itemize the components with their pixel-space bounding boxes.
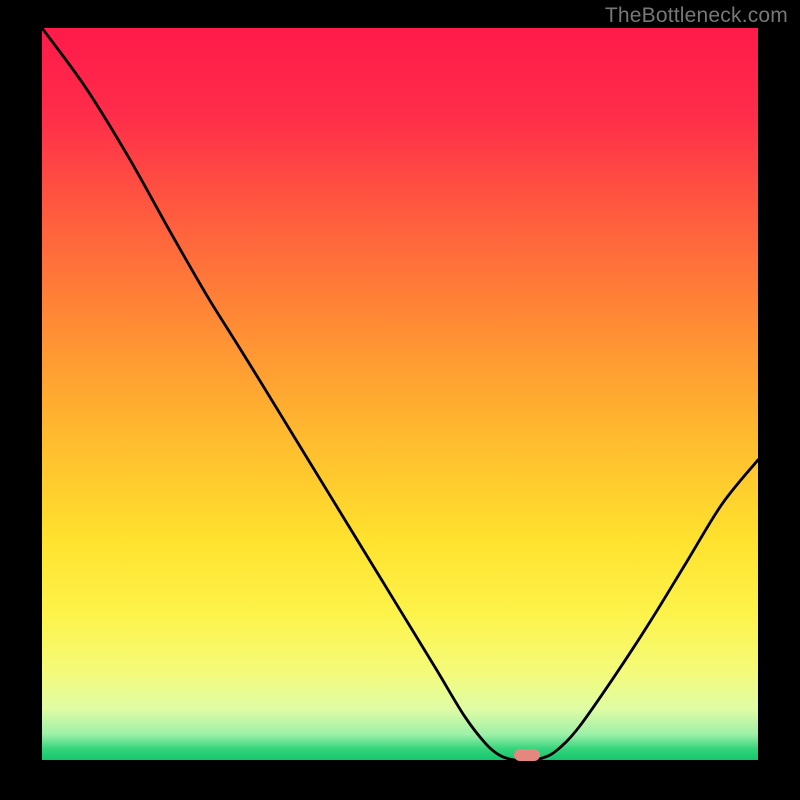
watermark-text: TheBottleneck.com [605,4,788,28]
gradient-rect [42,28,758,760]
chart-root: TheBottleneck.com [0,0,800,800]
chart-svg [42,28,758,760]
plot-area [42,28,758,760]
optimal-marker [514,749,540,761]
